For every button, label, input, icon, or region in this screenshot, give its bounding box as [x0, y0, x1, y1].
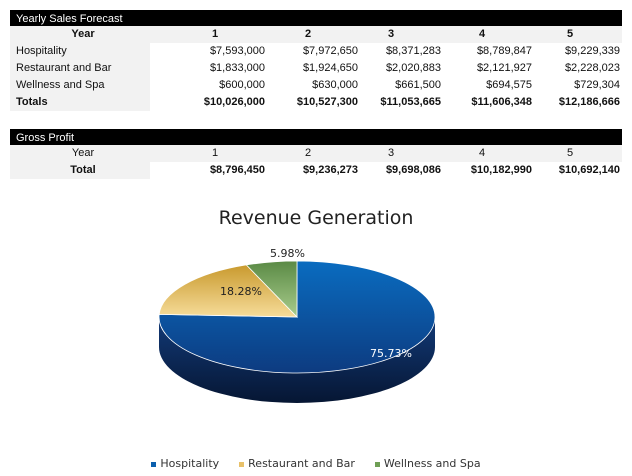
- year-column-header: 5: [566, 28, 574, 40]
- year-header: Year: [10, 145, 150, 162]
- year-column-header: 4: [478, 147, 486, 159]
- legend-label: Hospitality: [160, 457, 220, 470]
- legend-swatch-icon: [151, 461, 157, 467]
- total-cell: $8,796,450: [209, 164, 265, 176]
- value-cell: $9,229,339: [564, 45, 620, 57]
- total-cell: $12,186,666: [558, 96, 620, 108]
- value-cell: $600,000: [219, 79, 265, 91]
- table-row: Wellness and Spa $600,000 $630,000 $661,500…: [10, 77, 622, 94]
- row-label: Wellness and Spa: [10, 77, 150, 94]
- value-cell: $729,304: [574, 79, 620, 91]
- table-title: Gross Profit: [10, 129, 622, 145]
- value-cell: $1,924,650: [302, 62, 358, 74]
- pie-slice-wellness-and-spa: [245, 260, 298, 318]
- value-cell: $661,500: [395, 79, 441, 91]
- data-label: 75.73%: [370, 347, 412, 360]
- value-cell: $2,020,883: [385, 62, 441, 74]
- value-cell: $694,575: [486, 79, 532, 91]
- value-cell: $2,228,023: [564, 62, 620, 74]
- table-row: Hospitality $7,593,000 $7,972,650 $8,371,28…: [10, 43, 622, 60]
- value-cell: $1,833,000: [209, 62, 265, 74]
- year-column-header: 3: [387, 147, 395, 159]
- legend-swatch-icon: [239, 461, 245, 467]
- row-label: Totals: [10, 94, 150, 111]
- value-cell: $8,789,847: [476, 45, 532, 57]
- value-cell: $630,000: [312, 79, 358, 91]
- value-cell: $8,371,283: [385, 45, 441, 57]
- pie-slice-restaurant-and-bar: [158, 264, 298, 318]
- pie-slice-hospitality: [158, 260, 436, 374]
- gross-profit-table: Gross Profit Year 1 2 3 4 5 Total $8,796,450…: [10, 129, 622, 179]
- table-row: Restaurant and Bar $1,833,000 $1,924,650 $2…: [10, 60, 622, 77]
- total-cell: $10,026,000: [203, 96, 265, 108]
- total-cell: $10,692,140: [558, 164, 620, 176]
- legend-label: Restaurant and Bar: [248, 457, 355, 470]
- legend-swatch-icon: [374, 461, 380, 467]
- year-column-header: 1: [211, 147, 219, 159]
- table-row: Total $8,796,450 $9,236,273 $9,698,086 $10,…: [10, 162, 622, 179]
- total-cell: $11,053,665: [380, 96, 441, 108]
- year-column-header: 1: [211, 28, 219, 40]
- legend-label: Wellness and Spa: [383, 457, 481, 470]
- data-label: 5.98%: [270, 247, 305, 260]
- year-column-header: 4: [478, 28, 486, 40]
- revenue-pie-chart: Revenue Generation 75.73% 18.28% 5.98% Hos…: [0, 195, 632, 476]
- total-cell: $10,527,300: [296, 96, 358, 108]
- year-header: Year: [10, 26, 150, 43]
- total-cell: $9,698,086: [385, 164, 441, 176]
- header-row: Year 1 2 3 4 5: [10, 145, 622, 162]
- total-cell: $9,236,273: [302, 164, 358, 176]
- chart-title: Revenue Generation: [218, 207, 414, 229]
- value-cell: $7,972,650: [302, 45, 358, 57]
- header-row: Year 1 2 3 4 5: [10, 26, 622, 43]
- legend-item: Wellness and Spa: [374, 457, 481, 470]
- legend: Hospitality Restaurant and Bar Wellness an…: [0, 457, 632, 470]
- pie-svg: 75.73% 18.28% 5.98%: [158, 247, 436, 403]
- year-column-header: 5: [566, 147, 574, 159]
- year-column-header: 2: [304, 147, 312, 159]
- total-cell: $10,182,990: [470, 164, 532, 176]
- data-label: 18.28%: [220, 285, 262, 298]
- legend-item: Hospitality: [151, 457, 219, 470]
- legend-item: Restaurant and Bar: [239, 457, 355, 470]
- totals-row: Totals $10,026,000 $10,527,300 $11,053,665 $…: [10, 94, 622, 111]
- year-column-header: 2: [304, 28, 312, 40]
- year-column-header: 3: [387, 28, 395, 40]
- sales-forecast-table: Yearly Sales Forecast Year 1 2 3 4 5 Hospita…: [10, 10, 622, 111]
- value-cell: $7,593,000: [209, 45, 265, 57]
- row-label: Total: [10, 162, 150, 179]
- value-cell: $2,121,927: [476, 62, 532, 74]
- total-cell: $11,606,348: [471, 96, 532, 108]
- table-title: Yearly Sales Forecast: [10, 10, 622, 26]
- pie-side-hospitality: [159, 317, 435, 403]
- row-label: Restaurant and Bar: [10, 60, 150, 77]
- row-label: Hospitality: [10, 43, 150, 60]
